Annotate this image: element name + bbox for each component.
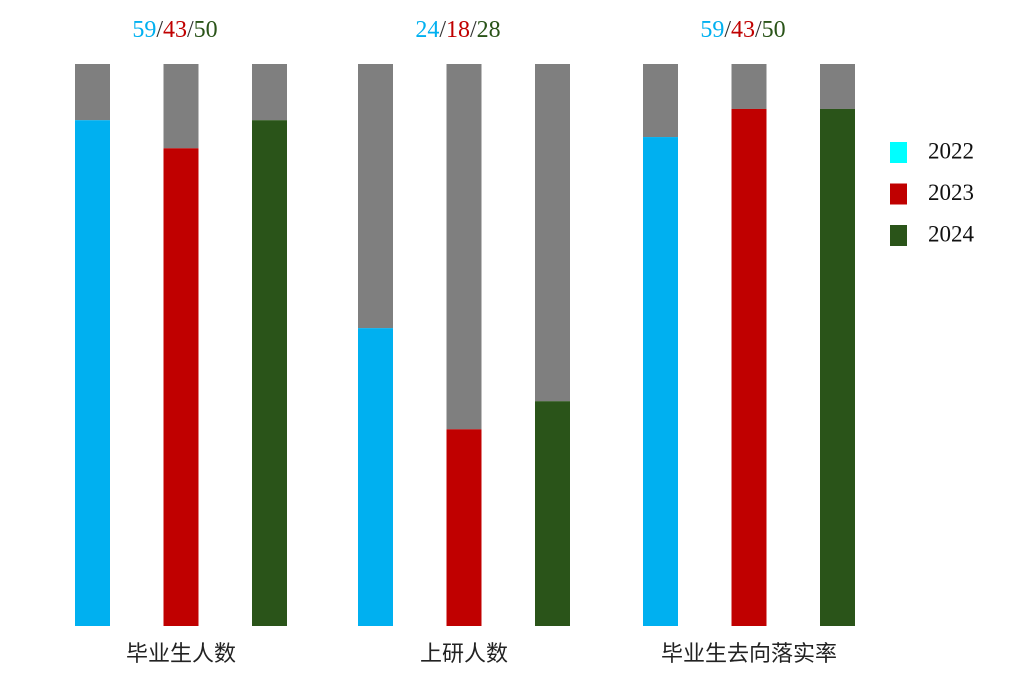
header-part: 59 [700, 17, 724, 43]
bar-remainder [75, 64, 110, 121]
bar-remainder [820, 64, 855, 109]
bar [731, 108, 767, 626]
header-part: 50 [762, 17, 786, 43]
bar [75, 120, 110, 626]
header-part: 28 [477, 17, 501, 43]
bar [535, 401, 570, 626]
header-part: / [156, 17, 163, 43]
bar [358, 328, 393, 626]
bar-remainder [163, 64, 199, 149]
legend-label: 2023 [928, 180, 974, 205]
bar-remainder [731, 64, 767, 109]
category-label: 毕业生去向落实率 [661, 642, 837, 667]
legend-swatch [890, 225, 907, 246]
legend-swatch [890, 142, 907, 163]
header-part: / [439, 17, 446, 43]
group-header: 59/43/50 [132, 17, 217, 43]
bar [820, 108, 855, 626]
bar-remainder [643, 64, 678, 138]
group-header: 59/43/50 [700, 17, 785, 43]
bar-remainder [446, 64, 482, 430]
header-part: 50 [194, 17, 218, 43]
header-part: / [187, 17, 194, 43]
header-part: 43 [731, 17, 755, 43]
header-part: 18 [446, 17, 470, 43]
group-header: 24/18/28 [415, 17, 500, 43]
bar-remainder [252, 64, 287, 121]
bar-remainder [535, 64, 570, 402]
header-part: 59 [132, 17, 156, 43]
legend-swatch [890, 183, 907, 205]
header-part: 24 [415, 17, 439, 43]
category-label: 上研人数 [420, 642, 508, 667]
bar-remainder [358, 64, 393, 329]
header-part: / [470, 17, 477, 43]
legend-label: 2024 [928, 221, 975, 246]
legend-label: 2022 [928, 138, 974, 163]
header-part: 43 [163, 17, 187, 43]
category-label: 毕业生人数 [126, 642, 236, 667]
bar [446, 429, 482, 626]
bar [163, 148, 199, 627]
header-part: / [755, 17, 762, 43]
bar [252, 120, 287, 626]
header-part: / [724, 17, 731, 43]
bar [643, 137, 678, 626]
